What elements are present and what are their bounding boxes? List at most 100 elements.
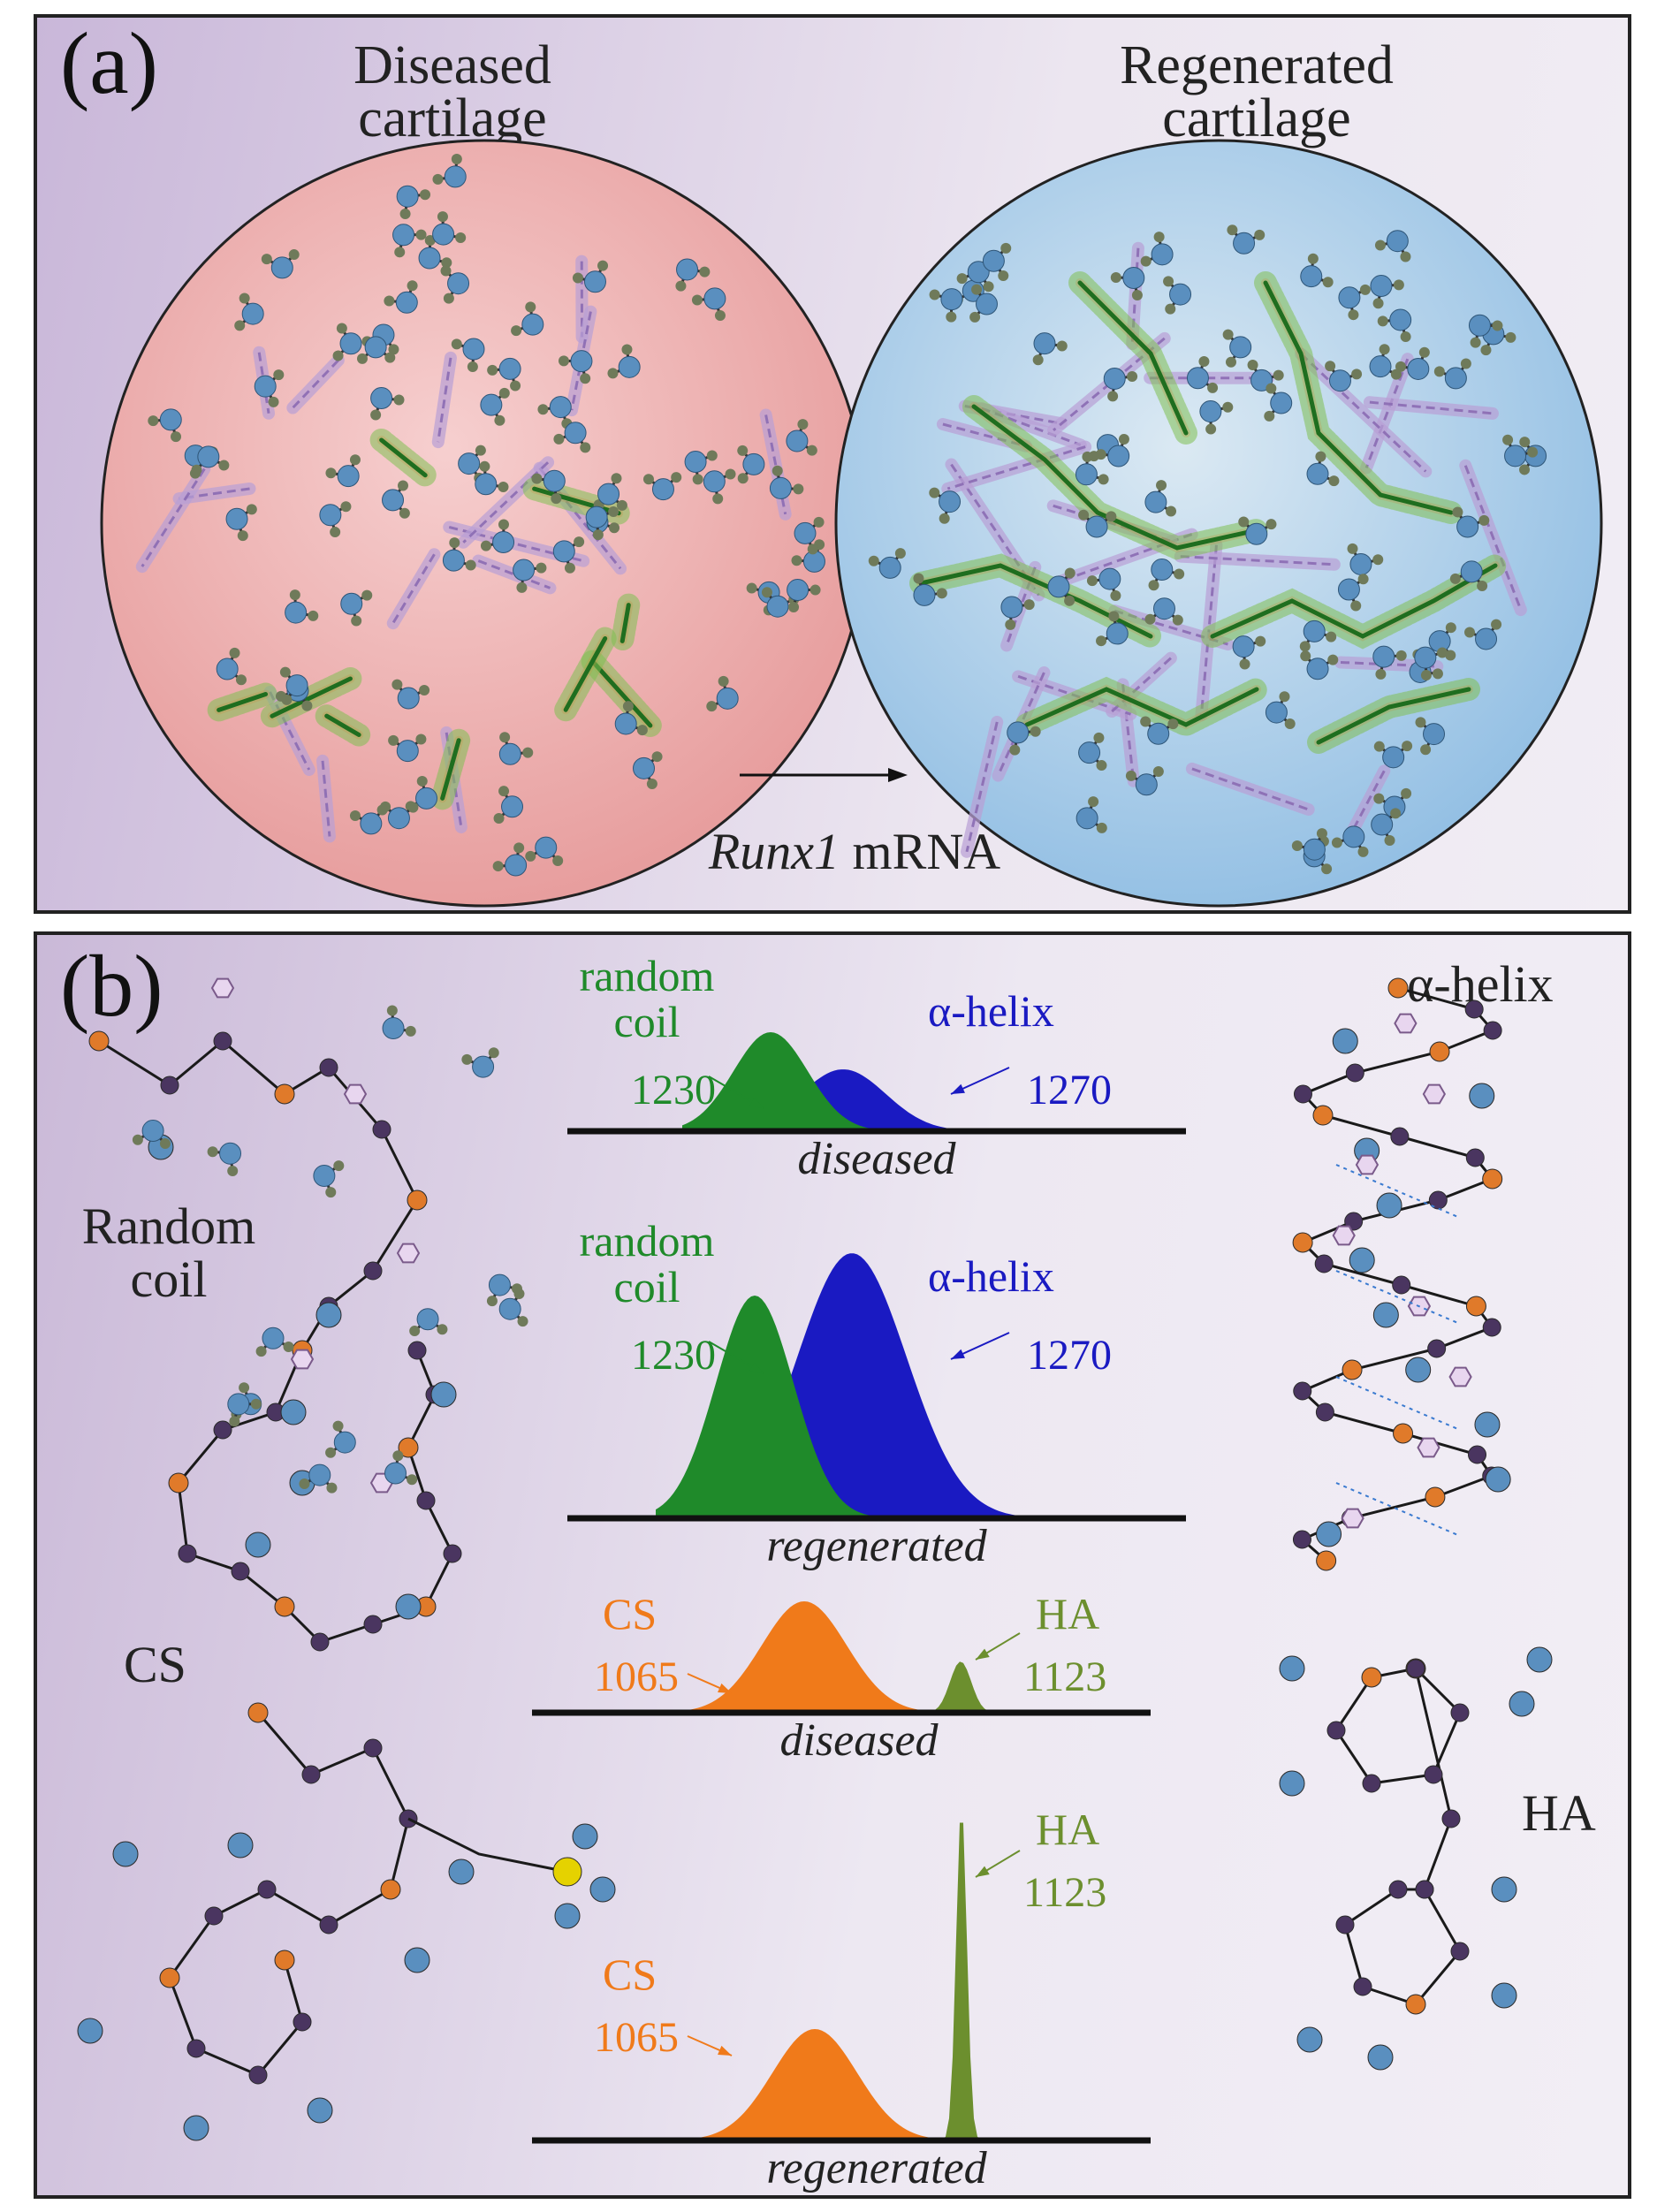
water-molecule: [1148, 559, 1185, 591]
callout-arrowhead: [951, 1349, 965, 1359]
callout-arrowhead: [951, 1083, 965, 1094]
atom: [380, 1879, 401, 1900]
water-molecule: [254, 369, 285, 407]
water-molecule: [1373, 787, 1412, 818]
water-molecule: [1325, 361, 1363, 392]
atom: [589, 1876, 616, 1903]
water-molecule: [1291, 828, 1327, 861]
spectrum4-1123-label: 1123: [1023, 1869, 1107, 1916]
water-molecule: [380, 801, 419, 830]
atom: [1332, 1028, 1358, 1054]
water-molecule: [325, 1420, 356, 1458]
spectrum4-1065-label: 1065: [594, 2014, 679, 2061]
water-molecule: [585, 505, 619, 541]
atom: [572, 1823, 598, 1850]
alpha-helix-molecule: [1292, 977, 1511, 1571]
atom: [448, 1859, 475, 1885]
atom: [1450, 1942, 1470, 1961]
water-molecule: [737, 445, 765, 484]
water-molecule: [279, 666, 308, 705]
collagen-fibril: [1295, 347, 1433, 478]
proteoglycan: [522, 477, 631, 525]
water-molecule: [442, 537, 476, 572]
spectrum2-left-name-line1: random: [579, 1216, 715, 1266]
atom: [315, 1302, 342, 1328]
water-molecule: [513, 559, 547, 593]
atom: [310, 1632, 330, 1652]
water-molecule: [440, 265, 470, 304]
water-molecule: [313, 1160, 345, 1198]
atom: [307, 2097, 333, 2124]
atom: [186, 2039, 206, 2058]
water-molecule: [1265, 691, 1296, 729]
spectrum1-left-name-line1: random: [579, 951, 715, 1000]
atom: [1441, 1809, 1461, 1828]
water-molecule: [969, 284, 998, 323]
water-molecule: [191, 445, 230, 475]
atom: [1376, 1192, 1402, 1219]
atom: [1483, 1021, 1502, 1040]
water-molecule: [706, 675, 739, 712]
side-chain-atom: [1355, 1154, 1380, 1175]
spectrum2-left-name-line2: coil: [613, 1262, 680, 1311]
water-molecule: [1502, 434, 1539, 467]
water-molecule: [794, 516, 825, 555]
atom: [274, 1950, 295, 1971]
atom: [1405, 1357, 1432, 1383]
callout-arrowhead: [749, 1097, 764, 1108]
proteoglycan: [1201, 554, 1507, 650]
atom: [1392, 1275, 1411, 1295]
water-molecule: [451, 338, 485, 372]
water-molecule: [356, 336, 396, 364]
spectrum3-cs-label: CS: [603, 1589, 657, 1638]
water-molecule: [1144, 597, 1183, 626]
atom: [1485, 1466, 1511, 1493]
collagen-fibril: [431, 351, 457, 449]
atom: [319, 1058, 338, 1077]
water-molecule: [1125, 766, 1164, 796]
collagen-fibril: [1174, 550, 1341, 571]
water-molecule: [1007, 721, 1041, 756]
water-molecule: [1370, 275, 1404, 309]
atom: [213, 1031, 232, 1051]
water-molecule: [1086, 567, 1121, 601]
atom: [1429, 1041, 1450, 1062]
collagen-fibril: [135, 462, 211, 574]
atom: [280, 1399, 307, 1425]
atom: [1465, 1148, 1485, 1167]
spectrum1-random-coil-peak: [682, 1032, 956, 1131]
spectrum3-1065-label: 1065: [594, 1653, 679, 1700]
water-molecule: [1369, 344, 1402, 380]
atom: [1349, 1247, 1375, 1273]
collagen-fibril: [960, 715, 1004, 858]
atom: [404, 1947, 430, 1973]
water-molecule: [227, 1393, 262, 1427]
water-molecule: [396, 185, 431, 220]
proteoglycan: [554, 627, 617, 722]
water-molecule: [1374, 230, 1411, 262]
water-molecule: [480, 519, 515, 553]
collagen-fibril: [316, 754, 336, 843]
panel-a-label: (a): [60, 14, 158, 112]
spectrum2-alpha-helix-peak: [656, 1253, 1027, 1518]
water-molecule: [432, 153, 467, 188]
water-molecule: [1199, 400, 1234, 435]
water-molecule: [552, 536, 585, 574]
callout-arrowhead: [749, 1362, 764, 1373]
atom: [416, 1491, 436, 1510]
backbone-bond: [168, 1712, 410, 2077]
spectrum1-left-name-line2: coil: [613, 997, 680, 1046]
atom: [1316, 1550, 1337, 1571]
spectrum1-condition: diseased: [797, 1134, 956, 1184]
water-molecule: [340, 589, 373, 627]
water-molecule: [787, 579, 821, 613]
water-molecule: [1414, 646, 1448, 681]
proteoglycan: [369, 428, 437, 487]
water-molecule: [1140, 716, 1179, 745]
atom: [1292, 1232, 1313, 1253]
spectrum4-ha-peak: [921, 1822, 1009, 2140]
water-molecule: [388, 734, 427, 763]
atom: [1474, 1411, 1501, 1438]
atom: [213, 1420, 232, 1440]
atom: [168, 1472, 189, 1494]
